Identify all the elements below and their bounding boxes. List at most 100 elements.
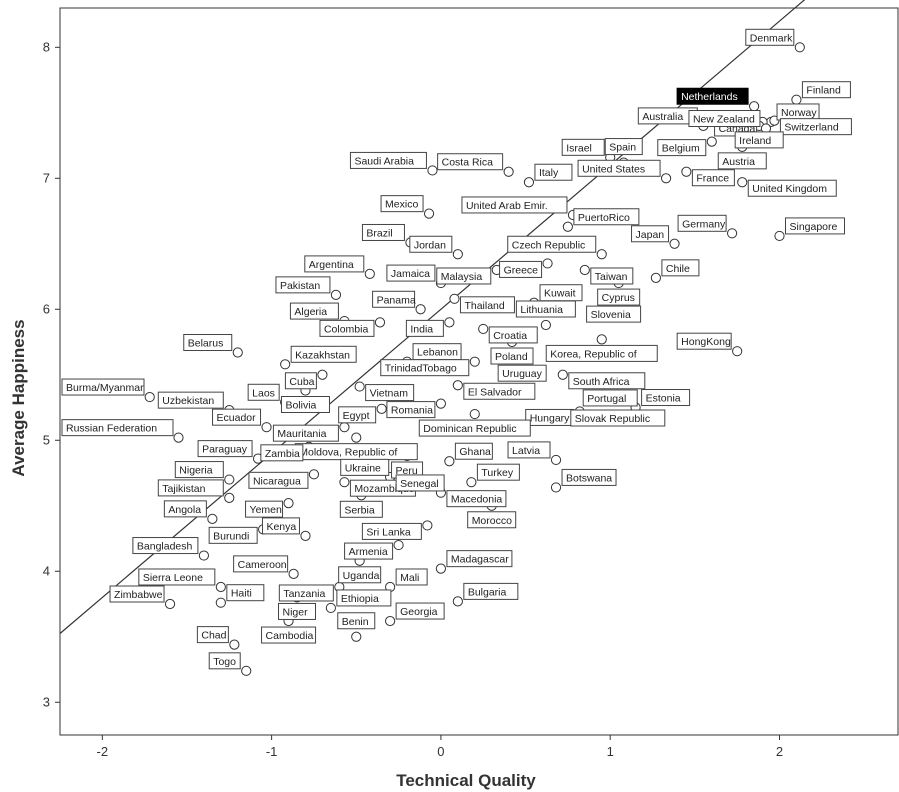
point-label: Turkey — [476, 463, 520, 481]
point-label: Ukraine — [340, 458, 390, 476]
label-text: Ghana — [459, 446, 491, 458]
label-box — [61, 419, 174, 437]
label-text: Switzerland — [784, 122, 838, 134]
label-text: Hungary — [530, 412, 570, 424]
point-label: Hungary — [525, 408, 575, 426]
label-text: Cameroon — [238, 559, 287, 571]
data-point — [726, 228, 738, 239]
point-label: Taiwan — [590, 267, 634, 285]
label-box — [677, 214, 727, 232]
data-point — [596, 334, 607, 345]
label-box — [570, 409, 666, 427]
label-box — [174, 461, 224, 479]
data-point — [232, 347, 243, 358]
label-box — [261, 626, 317, 644]
label-text: Mali — [400, 572, 419, 584]
y-tick: 5 — [43, 432, 60, 447]
data-point — [354, 381, 365, 392]
point-label: Estonia — [641, 389, 691, 407]
data-point — [330, 289, 342, 300]
label-box — [395, 568, 428, 586]
label-text: Spain — [609, 142, 636, 154]
label-text: Belarus — [188, 338, 224, 350]
label-text: Australia — [642, 111, 683, 123]
data-point — [300, 530, 311, 541]
label-box — [340, 458, 390, 476]
point-label: Austria — [717, 152, 767, 170]
x-tick: -2 — [97, 735, 109, 759]
point-label: Angola — [163, 500, 207, 518]
label-text: Egypt — [343, 410, 370, 422]
label-box — [386, 401, 436, 419]
point-label: United Kingdom — [747, 179, 837, 197]
data-point — [452, 596, 463, 607]
label-box — [197, 440, 253, 458]
label-box — [344, 542, 394, 560]
label-text: Belgium — [662, 143, 700, 155]
point-label: Brazil — [361, 223, 405, 241]
point-label: TrinidadTobago — [380, 359, 470, 377]
label-text: Sri Lanka — [366, 526, 411, 538]
label-box — [577, 159, 661, 177]
point-label: Togo — [208, 652, 241, 670]
label-box — [691, 169, 735, 187]
point-label: Tanzania — [278, 584, 334, 602]
label-box — [349, 151, 427, 169]
label-text: Thailand — [464, 300, 504, 312]
point-label: Singapore — [784, 217, 845, 235]
label-text: Ethiopia — [341, 593, 379, 605]
data-point — [557, 369, 568, 380]
label-text: Kenya — [266, 521, 296, 533]
point-label: Korea, Republic of — [545, 344, 658, 362]
label-box — [582, 389, 638, 407]
label-text: Haiti — [231, 588, 252, 600]
point-label: Uzbekistan — [157, 391, 224, 409]
data-point — [523, 177, 535, 188]
label-text: Costa Rica — [442, 157, 494, 169]
label-box — [534, 163, 573, 181]
label-box — [289, 302, 339, 320]
point-label: Malaysia — [436, 267, 492, 285]
point-label: Japan — [631, 225, 670, 243]
data-point — [579, 264, 590, 276]
label-box — [157, 391, 224, 409]
data-point — [280, 359, 291, 370]
x-tick-label: 2 — [776, 744, 783, 759]
label-text: Angola — [168, 504, 201, 516]
label-text: Botswana — [566, 472, 612, 484]
label-box — [261, 517, 300, 535]
label-text: Cyprus — [602, 292, 635, 304]
data-point — [393, 539, 404, 551]
label-box — [454, 442, 493, 460]
label-box — [745, 28, 795, 46]
label-box — [688, 110, 761, 128]
data-point — [444, 456, 455, 467]
point-label: Portugal — [582, 389, 638, 407]
label-box — [233, 555, 289, 573]
data-point — [422, 520, 433, 531]
y-tick-label: 4 — [43, 563, 50, 578]
label-box — [476, 463, 520, 481]
label-text: Zimbabwe — [114, 589, 163, 601]
label-text: Cuba — [289, 376, 314, 388]
y-tick: 7 — [43, 170, 60, 185]
data-point — [164, 598, 176, 610]
x-tick-label: -2 — [97, 744, 109, 759]
x-tick-label: 0 — [437, 744, 444, 759]
y-axis-title: Average Happiness — [9, 319, 28, 476]
point-label: Slovak Republic — [570, 409, 666, 427]
point-label: Mauritania — [272, 424, 339, 442]
label-box — [779, 118, 852, 136]
point-label: Romania — [386, 401, 436, 419]
label-text: United Arab Emir. — [466, 200, 548, 212]
point-label: Australia — [637, 107, 698, 125]
label-box — [631, 225, 670, 243]
data-point — [374, 317, 386, 328]
label-box — [336, 589, 392, 607]
label-box — [208, 526, 258, 544]
label-text: Croatia — [493, 330, 527, 342]
data-point — [261, 422, 272, 433]
data-point — [444, 317, 455, 328]
label-text: Bulgaria — [468, 586, 507, 598]
label-text: PuertoRico — [578, 212, 630, 224]
